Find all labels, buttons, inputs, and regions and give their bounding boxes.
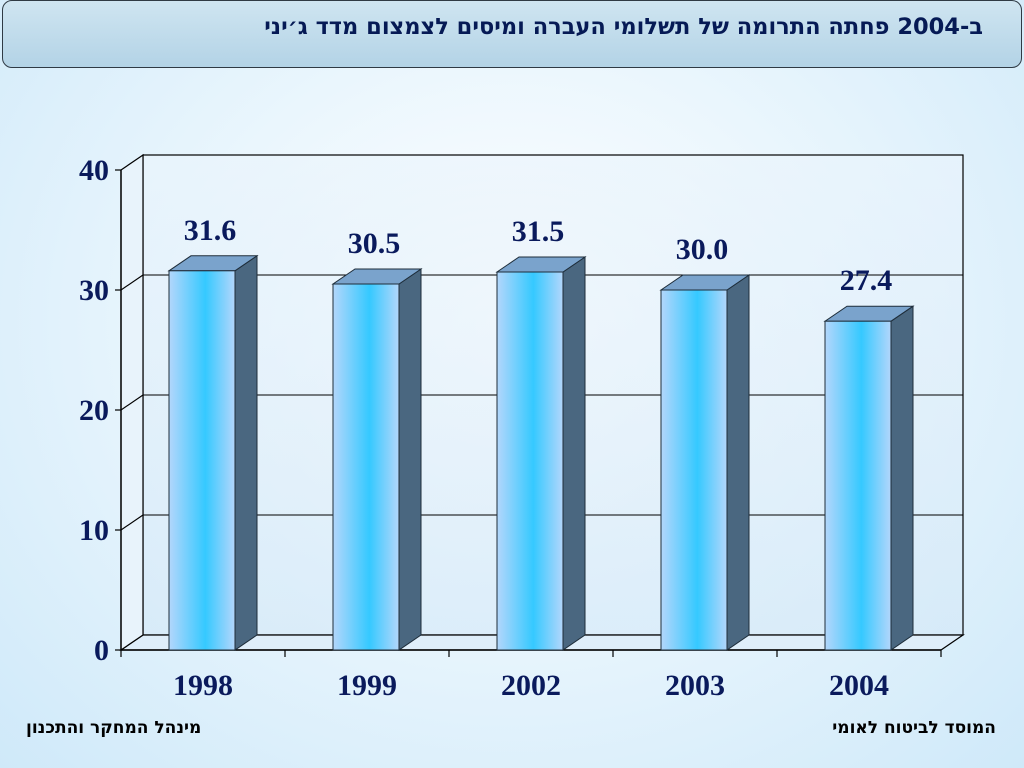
data-label: 31.6 [184, 214, 237, 247]
y-tick-label: 10 [79, 514, 109, 547]
bar [660, 289, 728, 651]
bar-group [659, 274, 751, 651]
x-tick-label: 1999 [337, 669, 397, 702]
bar-side [234, 254, 258, 651]
gridline-depth [120, 514, 144, 531]
x-tick-label: 2004 [829, 669, 889, 702]
bar [824, 320, 892, 651]
y-tick-label: 0 [94, 634, 109, 667]
bar [332, 283, 400, 651]
x-tick-label: 1998 [173, 669, 233, 702]
bar-side [890, 305, 914, 651]
slide-title: ב-2004 פחתה התרומה של תשלומי העברה ומיסי… [264, 14, 983, 40]
y-tick-label: 40 [79, 154, 109, 187]
bar [168, 270, 236, 651]
y-tick-label: 20 [79, 394, 109, 427]
data-label: 30.0 [676, 233, 729, 266]
data-label: 30.5 [348, 227, 401, 260]
bar [496, 271, 564, 651]
gridline-depth [120, 394, 144, 411]
department-name: מינהל המחקר והתכנון [26, 718, 202, 738]
data-label: 31.5 [512, 215, 565, 248]
bar-side [726, 274, 750, 651]
data-label: 27.4 [840, 264, 893, 297]
bar-group [495, 256, 587, 651]
gridline-depth [120, 274, 144, 291]
y-tick-label: 30 [79, 274, 109, 307]
organization-name: המוסד לביטוח לאומי [832, 718, 996, 738]
x-tick-label: 2003 [665, 669, 725, 702]
bar-group [167, 254, 259, 651]
chart-labels: 0 10 20 30 40 31.6 1998 30.5 1999 31.5 2002 30.0 200… [79, 154, 892, 702]
bar-side [562, 256, 586, 651]
bar-group [823, 305, 915, 651]
chart-bars [167, 254, 915, 651]
x-tick-label: 2002 [501, 669, 561, 702]
bar-group [331, 268, 423, 651]
title-bar: ב-2004 פחתה התרומה של תשלומי העברה ומיסי… [2, 0, 1022, 68]
bar-side [398, 268, 422, 651]
